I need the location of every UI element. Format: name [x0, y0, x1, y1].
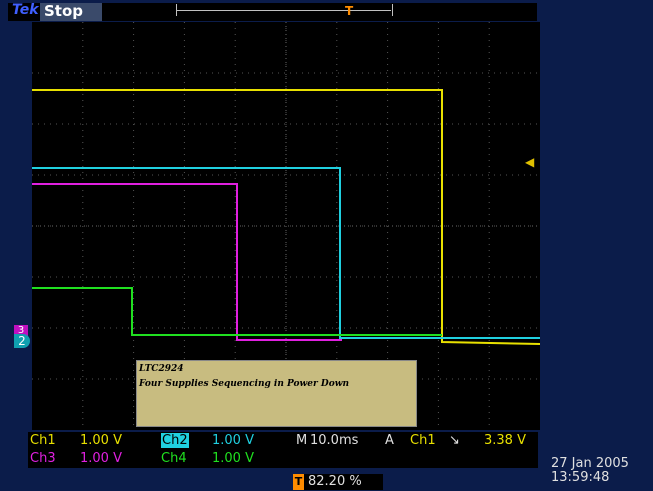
trigger-position-marker-icon: T — [345, 4, 354, 18]
trigger-level: 3.38 V — [484, 433, 526, 448]
ch2-ground-marker: 2 — [14, 334, 30, 348]
ch3-trace — [32, 183, 342, 341]
date-label: 27 Jan 2005 — [551, 456, 629, 471]
run-state-label: Stop — [44, 2, 84, 20]
timebase-prefix: M — [296, 433, 308, 448]
ch3-label: Ch3 — [30, 451, 56, 466]
ch1-label: Ch1 — [30, 433, 56, 448]
trigger-mode: A — [385, 433, 394, 448]
trigger-level-arrow-icon: ◀ — [525, 155, 535, 169]
ch4-scale: 1.00 V — [212, 451, 254, 466]
annotation-description: Four Supplies Sequencing in Power Down — [139, 379, 349, 389]
run-state-background — [40, 3, 102, 21]
falling-edge-icon: ↘ — [449, 433, 460, 448]
record-length-bar — [176, 10, 391, 11]
channel-ground-markers: 3 2 — [8, 325, 30, 349]
trigger-source: Ch1 — [410, 433, 436, 448]
timestamp: 27 Jan 2005 13:59:48 — [551, 457, 629, 485]
readout-panel — [28, 432, 538, 468]
annotation-box: LTC2924 Four Supplies Sequencing in Powe… — [136, 360, 417, 427]
status-bar — [8, 3, 537, 21]
ch2-trace — [32, 167, 540, 339]
ch1-scale: 1.00 V — [80, 433, 122, 448]
trigger-position-readout: T 82.20 % — [293, 474, 383, 490]
brand-label: Tek — [12, 2, 39, 18]
ch3-ground-marker: 3 — [14, 325, 28, 336]
trigger-position-value: 82.20 % — [308, 474, 362, 489]
annotation-title: LTC2924 — [139, 364, 184, 374]
time-label: 13:59:48 — [551, 470, 610, 485]
trigger-position-icon: T — [293, 474, 304, 490]
timebase-value: 10.0ms — [310, 433, 359, 448]
ch1-trace — [32, 89, 540, 345]
ch3-scale: 1.00 V — [80, 451, 122, 466]
ch2-label: Ch2 — [161, 433, 189, 448]
ch2-scale: 1.00 V — [212, 433, 254, 448]
ch4-trace — [32, 287, 442, 336]
ch4-label: Ch4 — [161, 451, 187, 466]
